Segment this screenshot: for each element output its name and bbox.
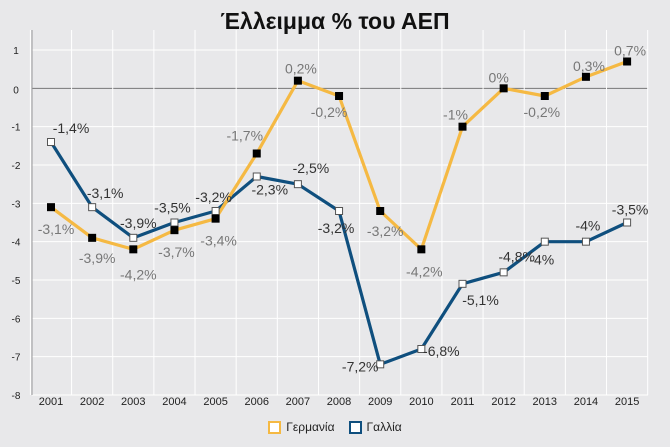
data-point-germany	[540, 92, 549, 100]
data-point-france	[458, 279, 467, 288]
data-point-france	[417, 345, 426, 353]
data-label-france: -1,4%	[53, 120, 90, 136]
data-point-germany	[211, 214, 220, 223]
data-label-germany: -3,1%	[38, 221, 75, 237]
legend-swatch-germany	[268, 420, 282, 434]
data-point-germany	[252, 149, 261, 158]
data-point-france	[581, 237, 590, 246]
data-point-france	[293, 180, 302, 189]
data-point-france	[211, 207, 220, 215]
data-label-france: -2,5%	[293, 160, 330, 176]
data-point-france	[623, 218, 632, 227]
data-label-germany: 0,3%	[573, 58, 605, 74]
legend-item-france: Γαλλία	[348, 420, 402, 434]
x-tick-label: 2015	[615, 396, 639, 408]
data-point-france	[170, 218, 179, 227]
data-point-france	[540, 237, 549, 246]
data-point-germany	[47, 203, 55, 212]
data-label-germany: -4,2%	[120, 266, 157, 282]
data-label-france: -3,2%	[195, 189, 232, 205]
data-point-germany	[88, 233, 97, 242]
data-point-germany	[293, 76, 302, 85]
data-label-france: -7,2%	[342, 358, 379, 374]
x-tick-label: 2003	[121, 396, 145, 408]
x-tick-label: 2006	[245, 396, 269, 408]
x-tick-label: 2008	[327, 396, 351, 408]
data-label-germany: -3,4%	[200, 233, 237, 249]
data-point-france	[252, 172, 261, 181]
x-tick-label: 2005	[203, 396, 227, 408]
data-point-france	[499, 268, 508, 277]
data-label-germany: 0,7%	[614, 43, 646, 59]
data-point-germany	[335, 92, 344, 100]
y-tick-label: -8	[12, 391, 21, 402]
y-tick-label: -7	[12, 353, 21, 364]
x-tick-label: 2009	[368, 396, 392, 408]
data-label-france: -4,8%	[498, 248, 535, 264]
x-tick-label: 2011	[451, 396, 475, 408]
data-label-france: -2,3%	[251, 182, 288, 198]
data-label-france: -3,1%	[87, 185, 124, 201]
legend: Γερμανία Γαλλία	[0, 420, 670, 434]
data-point-france	[376, 360, 385, 369]
data-label-france: -5,1%	[462, 292, 499, 308]
data-label-france: -6,8%	[423, 343, 460, 359]
data-point-germany	[376, 207, 385, 215]
x-tick-label: 2012	[491, 396, 515, 408]
data-label-france: -3,2%	[318, 220, 355, 236]
y-tick-label: -2	[12, 161, 21, 172]
legend-label-germany: Γερμανία	[286, 420, 335, 434]
x-tick-label: 2007	[286, 396, 310, 408]
data-point-france	[335, 207, 344, 215]
y-tick-label: -1	[12, 123, 21, 134]
data-point-germany	[129, 245, 138, 254]
y-tick-label: -3	[12, 199, 21, 210]
data-label-france: -3,9%	[120, 215, 157, 231]
data-label-germany: 0,2%	[285, 61, 317, 77]
x-tick-label: 2010	[409, 396, 433, 408]
legend-swatch-france	[348, 420, 362, 434]
data-point-germany	[417, 245, 426, 254]
data-point-germany	[458, 122, 467, 131]
x-tick-label: 2004	[162, 396, 186, 408]
y-tick-label: 1	[13, 46, 19, 57]
data-label-france: -3,5%	[612, 202, 649, 218]
data-point-germany	[499, 84, 508, 93]
x-tick-label: 2013	[533, 396, 557, 408]
y-tick-label: -5	[12, 276, 21, 287]
legend-label-france: Γαλλία	[366, 420, 402, 434]
data-point-germany	[623, 57, 632, 66]
data-point-france	[47, 138, 55, 146]
data-point-germany	[581, 72, 590, 81]
data-point-france	[129, 233, 138, 242]
y-tick-label: -6	[12, 314, 21, 325]
data-label-germany: -0,2%	[524, 104, 561, 120]
legend-item-germany: Γερμανία	[268, 420, 335, 434]
data-label-germany: -3,9%	[79, 250, 116, 266]
data-label-france: -3,5%	[154, 200, 191, 216]
x-tick-label: 2001	[39, 396, 63, 408]
data-label-germany: -0,2%	[311, 104, 348, 120]
data-point-germany	[170, 226, 179, 235]
data-label-germany: -3,7%	[158, 244, 195, 260]
chart-title: Έλλειμμα % του ΑΕΠ	[220, 8, 450, 34]
y-tick-label: -4	[12, 238, 21, 249]
data-label-germany: -1%	[443, 107, 468, 123]
x-tick-label: 2002	[80, 396, 104, 408]
data-label-germany: -4,2%	[406, 263, 443, 279]
data-label-germany: -1,7%	[226, 128, 263, 144]
y-tick-label: 0	[13, 85, 19, 96]
data-label-france: -4%	[575, 218, 600, 234]
data-label-france: -4%	[529, 252, 554, 268]
data-label-germany: 0%	[489, 69, 509, 85]
data-point-france	[88, 203, 97, 212]
data-label-germany: -3,2%	[367, 223, 404, 239]
x-tick-label: 2014	[574, 396, 598, 408]
